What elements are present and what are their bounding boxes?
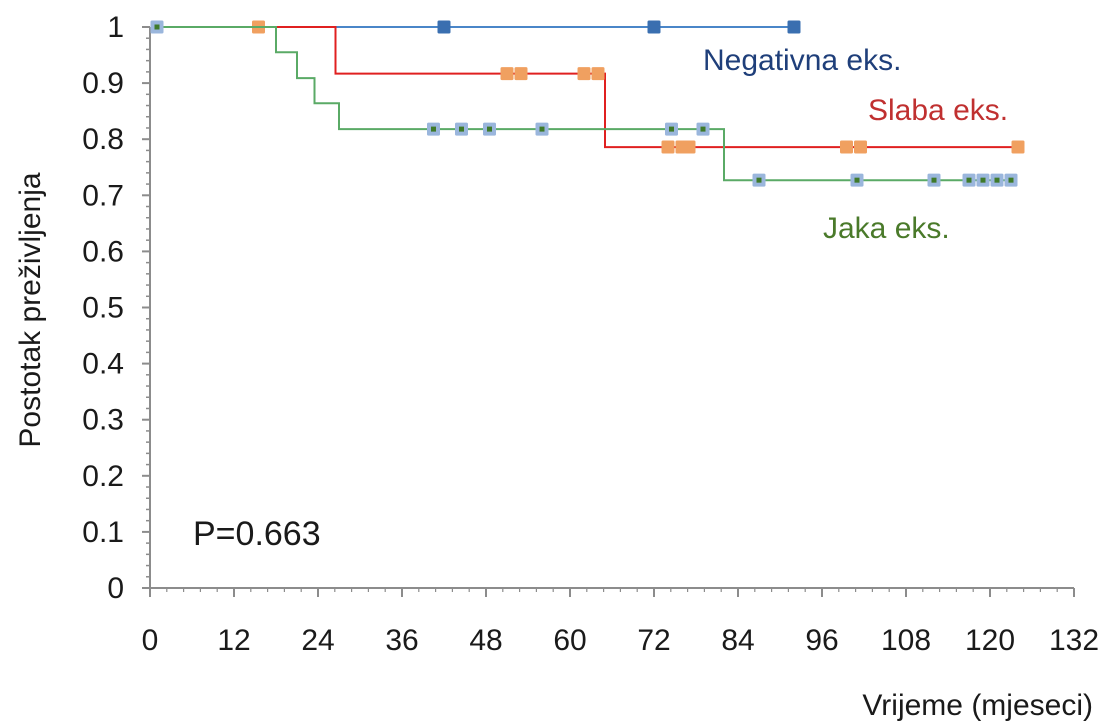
y-tick-label: 0.9	[82, 67, 124, 100]
censor-marker-slaba	[682, 140, 696, 154]
y-tick-label: 0.7	[82, 179, 124, 212]
censor-marker-slaba	[1011, 140, 1025, 154]
p-value-annotation: P=0.663	[193, 515, 321, 553]
y-axis-title: Postotak preživljenja	[14, 172, 47, 447]
censor-marker-core-jaka	[154, 24, 160, 30]
censor-marker-slaba	[840, 140, 853, 154]
censor-marker-core-jaka	[1008, 177, 1014, 183]
x-tick-label: 96	[805, 624, 838, 657]
x-tick-label: 132	[1049, 624, 1099, 657]
y-tick-label: 0.8	[82, 123, 124, 156]
censor-marker-core-jaka	[931, 177, 937, 183]
censor-marker-core-jaka	[966, 177, 972, 183]
x-tick-label: 0	[142, 624, 159, 657]
x-tick-label: 48	[469, 624, 502, 657]
censor-marker-negativna	[437, 20, 451, 34]
x-axis-title: Vrijeme (mjeseci)	[862, 689, 1093, 722]
series-layer	[150, 20, 1025, 187]
censor-marker-core-jaka	[756, 177, 762, 183]
y-tick-label: 0.6	[82, 235, 124, 268]
censor-marker-core-jaka	[669, 126, 674, 132]
series-label-jaka: Jaka eks.	[823, 212, 950, 245]
censor-marker-core-jaka	[459, 126, 464, 132]
y-tick-label: 0	[107, 572, 124, 605]
y-tick-label: 0.2	[82, 460, 124, 493]
series-line-jaka	[157, 26, 1011, 182]
x-tick-label: 84	[721, 624, 754, 657]
y-tick-label: 0.5	[82, 292, 124, 325]
censor-marker-slaba	[500, 67, 514, 81]
series-label-slaba: Slaba eks.	[868, 94, 1008, 127]
censor-marker-slaba	[514, 67, 528, 81]
y-tick-label: 0.4	[82, 348, 124, 381]
series-jaka	[150, 20, 1018, 187]
censor-marker-slaba	[661, 140, 675, 154]
censor-marker-core-jaka	[539, 126, 545, 132]
censor-marker-core-jaka	[487, 126, 492, 132]
series-slaba	[252, 20, 1025, 154]
x-tick-label: 72	[637, 624, 670, 657]
censor-marker-core-jaka	[980, 177, 986, 183]
y-axis: 0 0.1 0.2 0.3 0.4 0.5 0.6 0.7 0.8 0.9 1	[82, 11, 151, 605]
y-tick-label: 1	[107, 11, 124, 44]
censor-marker-negativna	[647, 20, 661, 34]
censor-marker-core-jaka	[854, 177, 860, 183]
censor-marker-core-jaka	[994, 177, 1000, 183]
y-tick-label: 0.1	[82, 516, 124, 549]
series-label-negativna: Negativna eks.	[703, 44, 901, 77]
x-axis: 0 12 24 36 48 60 72 84 96 108 120 132	[142, 587, 1099, 657]
censor-marker-slaba	[854, 140, 867, 154]
x-tick-label: 60	[553, 624, 586, 657]
x-tick-label: 12	[217, 624, 250, 657]
censor-marker-slaba	[591, 67, 605, 81]
x-tick-label: 120	[965, 624, 1015, 657]
x-tick-label: 24	[301, 624, 334, 657]
censor-marker-negativna	[787, 20, 801, 34]
censor-marker-slaba	[577, 67, 591, 81]
x-tick-label: 108	[881, 624, 931, 657]
censor-marker-core-jaka	[431, 126, 436, 132]
censor-marker-core-jaka	[700, 126, 706, 132]
y-tick-label: 0.3	[82, 404, 124, 437]
x-tick-label: 36	[385, 624, 418, 657]
